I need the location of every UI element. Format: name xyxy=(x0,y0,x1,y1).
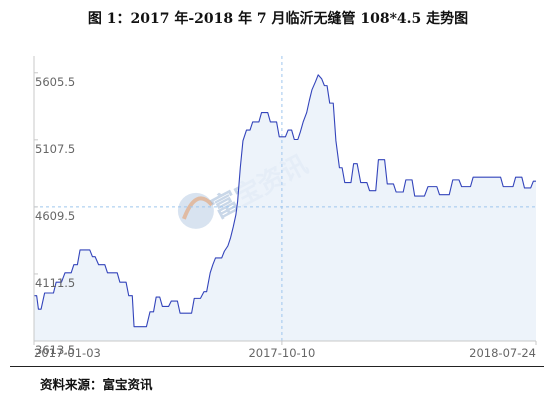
price-trend-chart: 富宝资讯 3613.54111.54609.55107.55605.52017-… xyxy=(33,56,537,360)
y-tick-label: 5107.5 xyxy=(35,142,75,156)
y-tick-label: 5605.5 xyxy=(35,75,75,89)
bottom-rule xyxy=(10,366,544,367)
x-tick-label: 2017-01-03 xyxy=(34,346,101,360)
y-tick-label: 3613.5 xyxy=(35,343,75,357)
price-line xyxy=(34,74,536,328)
y-tick-label: 4111.5 xyxy=(35,276,75,290)
source-note: 资料来源：富宝资讯 xyxy=(40,377,153,392)
series-area-fill xyxy=(34,74,536,341)
watermark-swoosh xyxy=(182,196,214,220)
y-tick-label: 4609.5 xyxy=(35,209,75,223)
x-tick-label: 2018-07-24 xyxy=(469,346,536,360)
watermark-icon xyxy=(177,192,214,229)
chart-frame: 富宝资讯 3613.54111.54609.55107.55605.52017-… xyxy=(10,36,544,366)
x-tick-label: 2017-10-10 xyxy=(248,346,315,360)
chart-title: 图 1：2017 年-2018 年 7 月临沂无缝管 108*4.5 走势图 xyxy=(87,11,469,27)
